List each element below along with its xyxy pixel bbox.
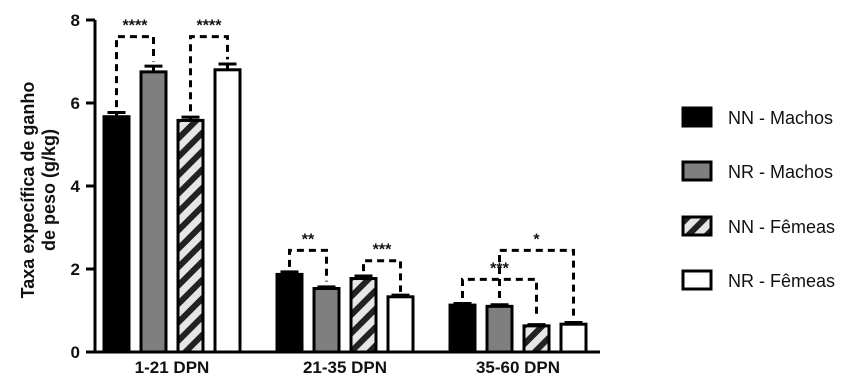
y-tick-label: 4 [71, 177, 81, 196]
significance-label: **** [197, 18, 223, 35]
significance-label: * [533, 231, 540, 248]
bar [485, 304, 514, 354]
y-axis-title-line2: de peso (g/kg) [39, 129, 59, 251]
legend-label: NR - Fêmeas [728, 271, 835, 291]
y-tick-label: 0 [71, 343, 80, 362]
bar [312, 287, 341, 354]
bar [275, 272, 304, 354]
y-axis-title-line1: Taxa expecífica de ganho [18, 82, 38, 299]
bar [102, 115, 131, 354]
x-category-label: 35-60 DPN [476, 358, 560, 376]
bar [522, 324, 551, 354]
legend-label: NN - Fêmeas [728, 217, 835, 237]
significance-label: *** [373, 242, 392, 259]
legend-swatch [681, 160, 713, 182]
bar [139, 70, 168, 354]
legend-label: NR - Machos [728, 162, 833, 182]
bar [349, 277, 378, 354]
bar [448, 303, 477, 354]
significance-bracket [189, 35, 229, 112]
significance-bracket [115, 35, 155, 108]
bar [176, 118, 205, 354]
bar [213, 68, 242, 354]
y-tick-label: 8 [71, 11, 80, 30]
y-tick-label: 6 [71, 94, 80, 113]
significance-label: **** [123, 18, 149, 35]
significance-label: ** [302, 231, 315, 248]
bar [559, 322, 588, 354]
legend-label: NN - Machos [728, 108, 833, 128]
x-category-label: 21-35 DPN [303, 358, 387, 376]
legend-swatch [681, 215, 713, 237]
bar [386, 295, 415, 354]
significance-bracket [498, 248, 575, 319]
y-tick-label: 2 [71, 260, 80, 279]
significance-bracket [362, 259, 402, 292]
legend-swatch [681, 269, 713, 291]
legend-swatch [681, 106, 713, 128]
significance-bracket [461, 277, 538, 319]
x-category-label: 1-21 DPN [135, 358, 210, 376]
